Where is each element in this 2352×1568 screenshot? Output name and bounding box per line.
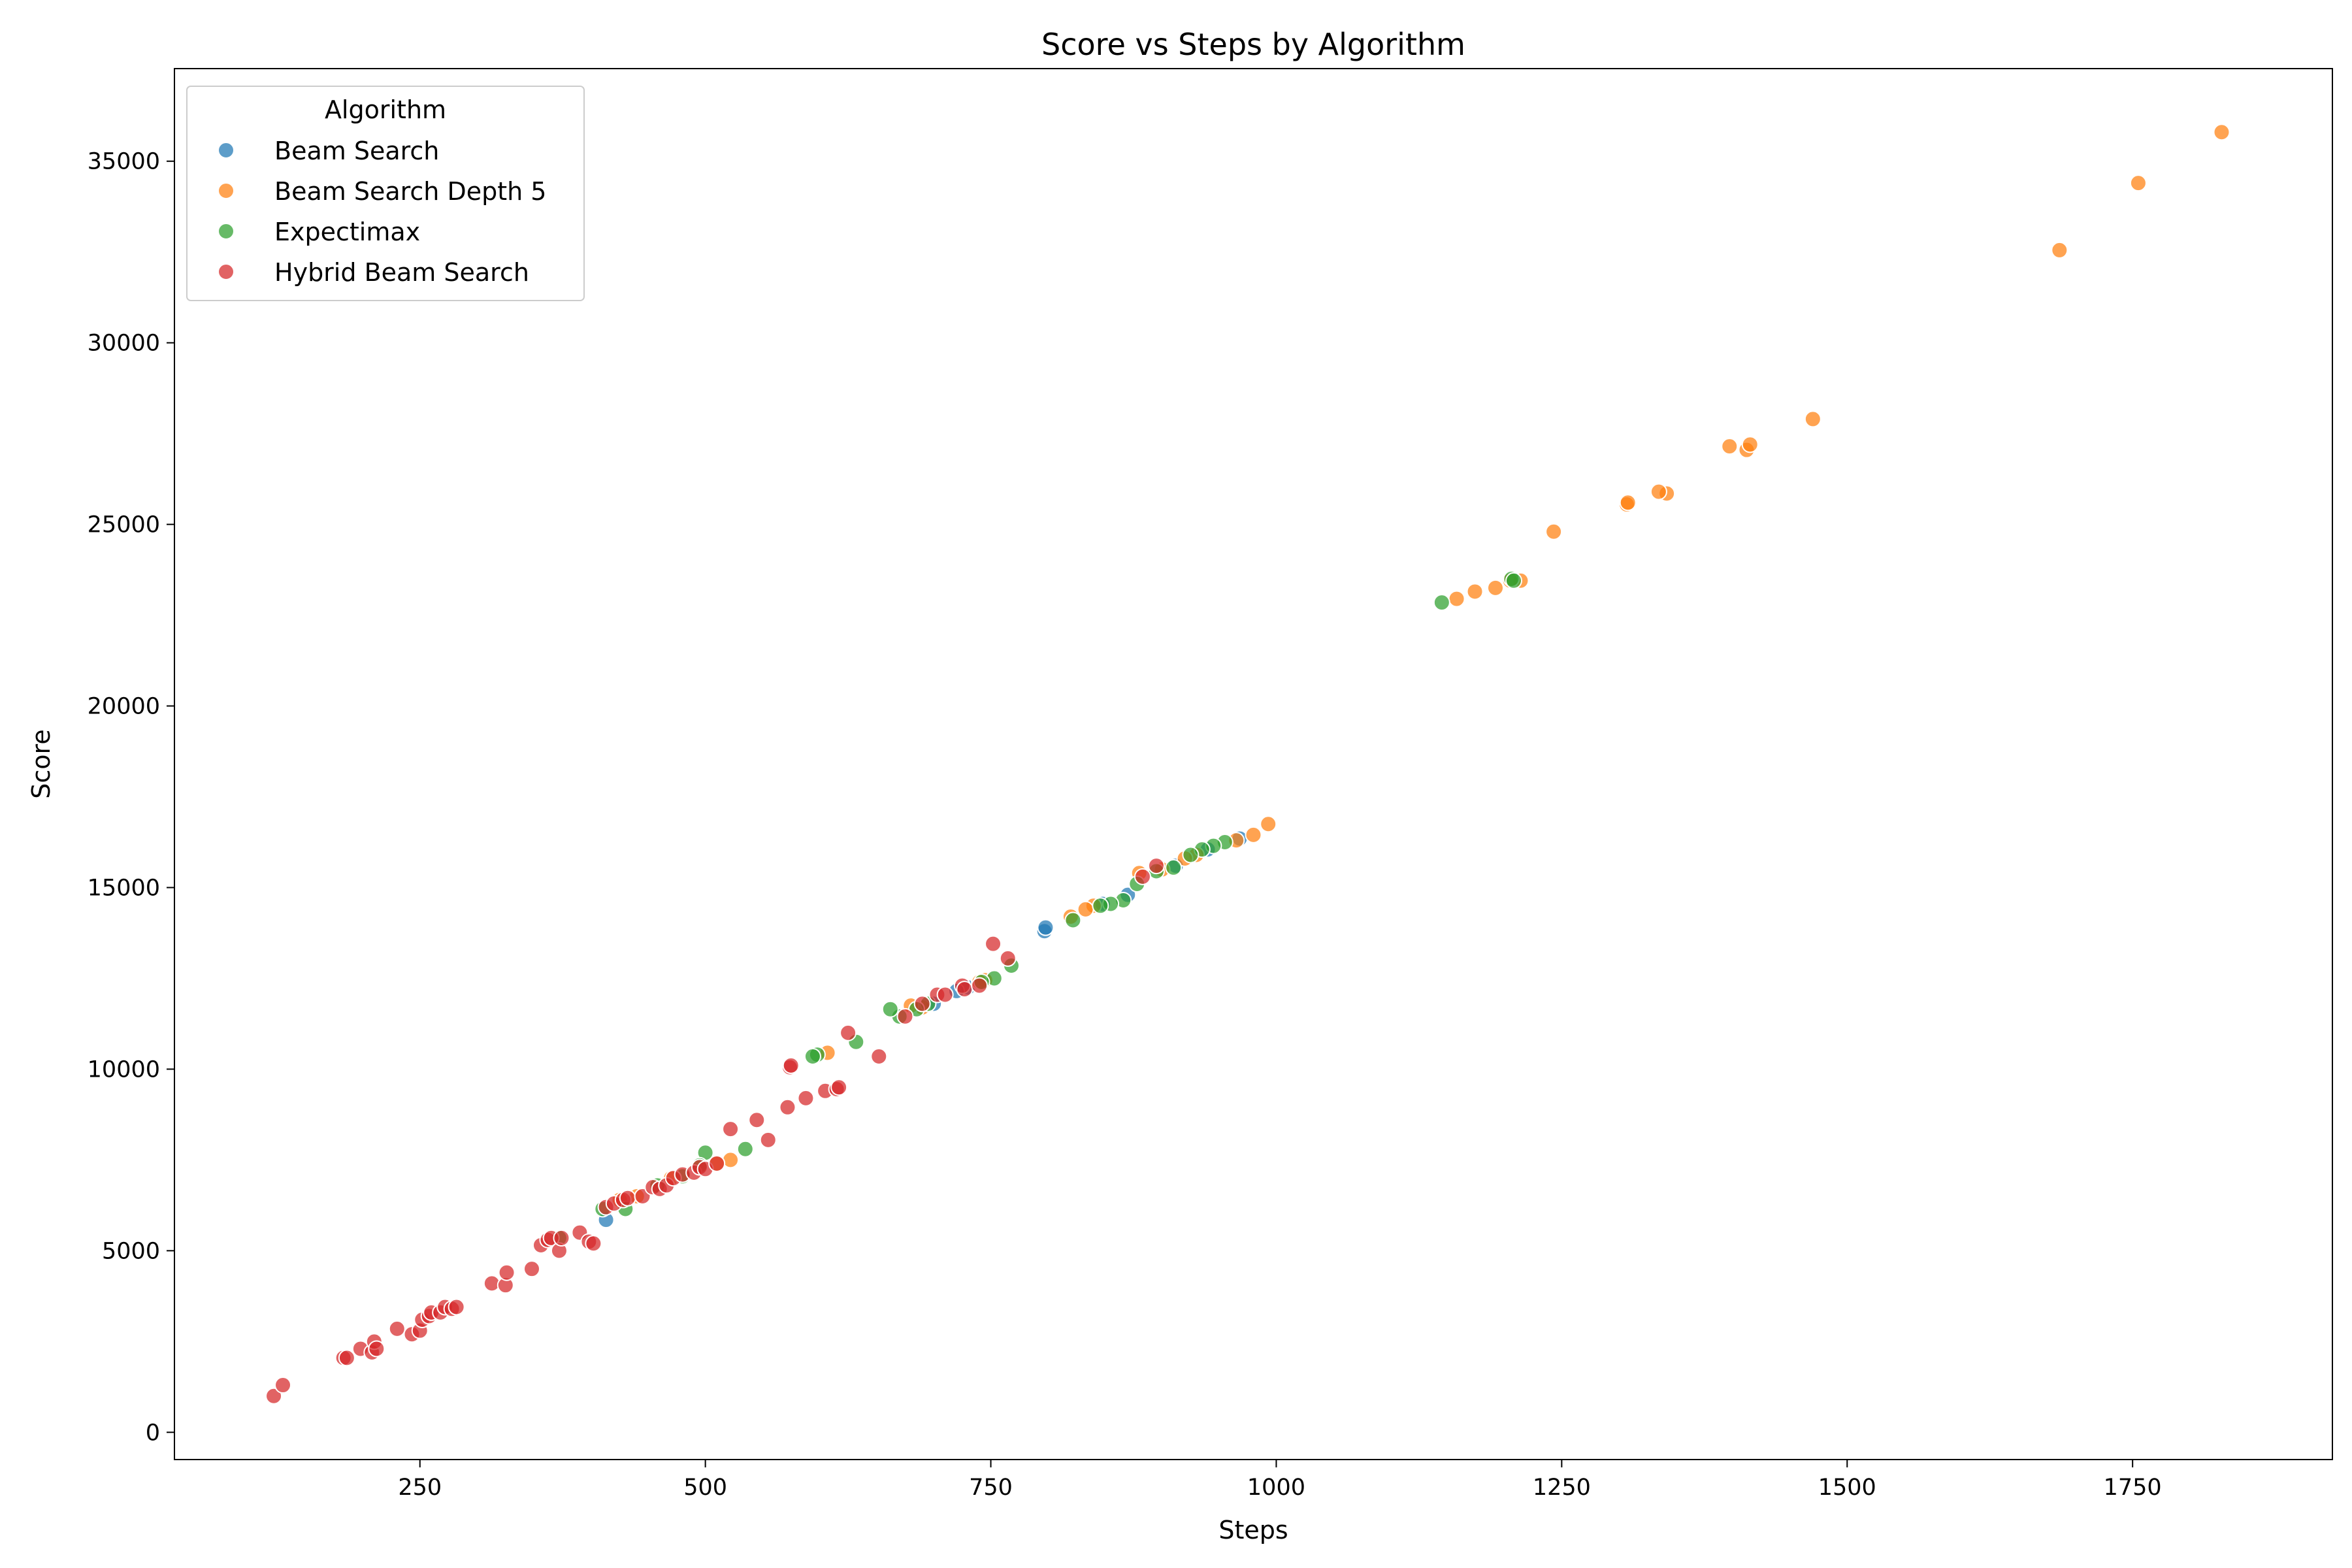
data-point	[1619, 494, 1637, 512]
data-point	[1721, 438, 1739, 455]
data-point	[448, 1298, 465, 1316]
y-tick-label: 15000	[88, 875, 160, 901]
legend-title: Algorithm	[325, 95, 446, 124]
x-tick-label: 1000	[1247, 1475, 1305, 1501]
data-point	[1545, 523, 1563, 540]
data-point	[585, 1235, 602, 1252]
legend-label: Hybrid Beam Search	[274, 258, 529, 287]
series-hybrid-beam-search	[265, 857, 1165, 1405]
data-point	[1804, 410, 1821, 428]
data-point	[1077, 900, 1094, 918]
points-layer	[265, 123, 2230, 1405]
data-point	[840, 1024, 857, 1041]
data-point	[1260, 815, 1277, 833]
data-point	[1505, 572, 1522, 589]
data-point	[830, 1079, 848, 1096]
y-tick-label: 30000	[88, 331, 160, 357]
data-point	[913, 995, 931, 1013]
data-point	[1037, 919, 1054, 936]
data-point	[523, 1260, 541, 1278]
data-point	[999, 949, 1017, 967]
y-tick-label: 20000	[88, 694, 160, 720]
data-point	[265, 1387, 283, 1405]
legend: Algorithm Beam Search Beam Search Depth 5…	[186, 86, 585, 301]
legend-marker	[218, 263, 235, 280]
data-point	[1134, 868, 1151, 885]
data-point	[1448, 590, 1465, 608]
x-axis-label: Steps	[1218, 1516, 1288, 1544]
x-tick-label: 1500	[1818, 1475, 1876, 1501]
data-point	[274, 1377, 292, 1394]
data-point	[971, 977, 988, 994]
legend-label: Beam Search	[274, 137, 439, 165]
legend-marker	[218, 223, 235, 240]
y-axis: 0 5000 10000 15000 20000 25000 30000 35000	[88, 149, 174, 1446]
y-tick-label: 35000	[88, 149, 160, 175]
data-point	[1064, 911, 1082, 929]
x-tick-label: 1750	[2104, 1475, 2162, 1501]
data-point	[368, 1340, 385, 1358]
plot-frame	[174, 68, 2333, 1460]
data-point	[797, 1089, 815, 1107]
legend-marker	[218, 182, 235, 199]
x-tick-label: 1250	[1533, 1475, 1591, 1501]
x-axis: 250 500 750 1000 1250 1500 1750	[398, 1460, 2162, 1501]
data-point	[1650, 483, 1667, 500]
legend-label: Beam Search Depth 5	[274, 177, 546, 206]
y-tick-label: 0	[146, 1420, 160, 1446]
data-point	[708, 1154, 726, 1172]
data-point	[498, 1264, 515, 1281]
data-point	[1165, 858, 1183, 876]
data-point	[985, 935, 1002, 953]
data-point	[1092, 897, 1109, 915]
data-point	[896, 1007, 914, 1025]
data-point	[338, 1349, 355, 1367]
data-point	[804, 1047, 821, 1065]
y-tick-label: 5000	[102, 1238, 160, 1264]
data-point	[956, 981, 973, 998]
data-point	[388, 1320, 406, 1337]
data-point	[2213, 123, 2230, 141]
data-point	[936, 986, 954, 1004]
data-point	[1486, 579, 1504, 596]
data-point	[1741, 436, 1759, 453]
legend-marker	[218, 142, 235, 159]
data-point	[881, 1000, 899, 1018]
data-point	[1466, 583, 1484, 600]
y-axis-label: Score	[27, 729, 56, 798]
y-tick-label: 10000	[88, 1056, 160, 1083]
data-point	[779, 1098, 796, 1116]
data-point	[782, 1056, 800, 1074]
legend-box	[186, 86, 585, 301]
x-tick-label: 750	[969, 1475, 1013, 1501]
y-tick-label: 25000	[88, 512, 160, 538]
data-point	[1182, 846, 1200, 864]
data-point	[1433, 594, 1450, 612]
data-point	[1245, 826, 1262, 843]
data-point	[2129, 174, 2147, 192]
data-point	[553, 1229, 570, 1247]
data-point	[722, 1120, 740, 1138]
x-tick-label: 500	[683, 1475, 727, 1501]
data-point	[748, 1111, 766, 1129]
data-point	[759, 1131, 777, 1149]
chart-title: Score vs Steps by Algorithm	[1041, 27, 1465, 62]
x-tick-label: 250	[398, 1475, 442, 1501]
data-point	[619, 1189, 636, 1207]
data-point	[736, 1140, 754, 1158]
data-point	[2051, 241, 2068, 259]
data-point	[1147, 857, 1165, 875]
legend-label: Expectimax	[274, 218, 420, 246]
data-point	[870, 1047, 888, 1065]
